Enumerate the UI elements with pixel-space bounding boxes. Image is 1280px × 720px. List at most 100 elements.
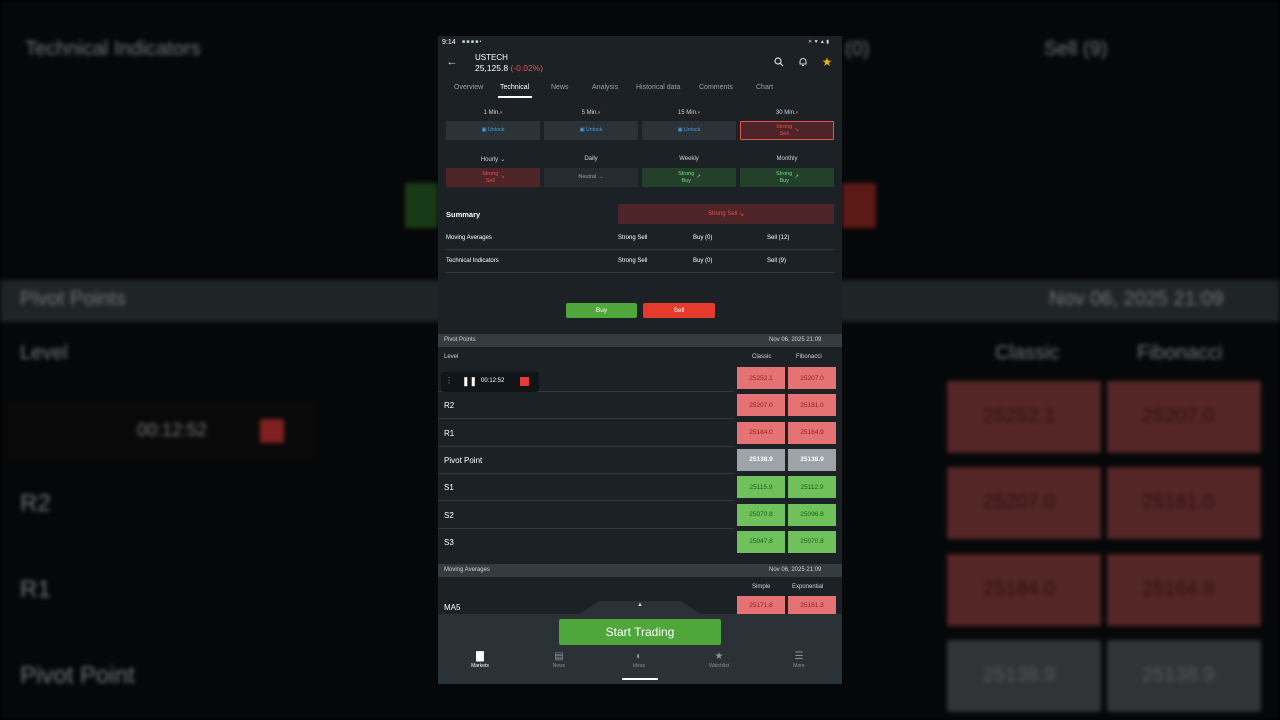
bar-chart-icon: ▇ [476, 651, 484, 662]
timeframe-signal-unlock[interactable]: ▣ Unlock [446, 121, 540, 140]
chevron-up-icon[interactable]: ▲ [637, 602, 643, 608]
add-alert-bell-icon[interactable] [796, 55, 810, 69]
ma-simple-value: 25171.8 [737, 596, 785, 614]
pivot-level-s1: S1 [444, 483, 454, 493]
bg-cell [1107, 640, 1261, 712]
timeframe-signal-text: Unlock [487, 127, 505, 134]
chevron-down-icon[interactable]: ⌄ [500, 157, 506, 163]
star-icon: ★ [714, 651, 724, 662]
pivot-level-pivot-point: Pivot Point [444, 455, 483, 465]
row-divider [438, 527, 734, 529]
timeframe-signal-unlock[interactable]: ▣ Unlock [642, 121, 736, 140]
summary-row-sell: Sell (9) [767, 258, 787, 264]
pivot-level-r2: R2 [444, 401, 455, 411]
bg-sell-count: Sell (9) [1044, 38, 1108, 60]
back-arrow-icon[interactable]: ← [446, 56, 458, 68]
summary-row-name: Moving Averages [446, 235, 492, 241]
timeframe-label[interactable]: Hourly ⌄ [446, 156, 540, 163]
bg-cell [947, 381, 1101, 453]
summary-row-signal: Strong Sell [618, 258, 648, 264]
pivot-fibonacci-value: 25181.0 [788, 394, 836, 417]
timeframe-signal-text: Strong Sell [776, 124, 793, 137]
row-divider [438, 391, 734, 392]
drag-handle-icon[interactable]: ⋮ [445, 376, 453, 385]
tab-analysis[interactable]: Analysis [592, 84, 619, 91]
row-divider [438, 418, 734, 420]
pivot-fibonacci-value: 25112.9 [788, 476, 836, 499]
pivot-fibonacci-value: 25070.8 [788, 530, 836, 553]
moving-averages-title: Moving Averages [444, 567, 490, 573]
bg-val: 25138.9 [983, 664, 1056, 686]
pro-badge-icon: ▾ [795, 110, 799, 116]
nav-watchlist[interactable]: ★ Watchlist [699, 651, 739, 669]
search-icon[interactable] [772, 55, 786, 69]
start-trading-button[interactable]: Start Trading [559, 619, 721, 645]
tab-historical-data[interactable]: Historical data [636, 84, 681, 91]
ma-col-simple: Simple [752, 584, 771, 590]
bg-val: 25207.0 [983, 491, 1056, 513]
summary-value: Strong Sell [707, 211, 738, 217]
tab-overview[interactable]: Overview [454, 84, 484, 91]
buy-button[interactable]: Buy [566, 303, 637, 318]
timeframe-label-text: Hourly [480, 157, 499, 163]
bg-cell [1107, 381, 1261, 453]
bg-pivot-date: Nov 06, 2025 21:09 [1049, 288, 1224, 310]
pivot-classic-value: 25184.0 [737, 421, 785, 444]
bg-technical-indicators: Technical Indicators [25, 38, 201, 60]
stop-icon[interactable] [520, 377, 529, 386]
timeframe-label: 1 Min.▾ [446, 110, 540, 116]
summary-label: Summary [446, 210, 481, 219]
tab-technical[interactable]: Technical [500, 84, 530, 91]
status-time: 9:14 [442, 39, 456, 46]
trend-down-icon: ↘ [794, 127, 799, 134]
timeframe-label: Weekly [642, 156, 736, 162]
row-divider [438, 500, 734, 502]
nav-label: News [552, 663, 566, 669]
pivot-points-date: Nov 06, 2025 21:09 [769, 337, 822, 343]
bg-cell [947, 554, 1101, 626]
timeframe-label-text: 15 Min. [677, 110, 698, 116]
bg-red-block [842, 183, 876, 228]
pivot-level-s3: S3 [444, 537, 454, 547]
timeframe-label-text: Monthly [776, 156, 798, 162]
tab-chart[interactable]: Chart [756, 84, 774, 91]
phone-screen: 9:14 ■ ■ ■ ■ • ✕ ▼ ▲ ▮ ← USTECH 25,125.8… [438, 36, 842, 684]
tab-comments[interactable]: Comments [699, 84, 733, 91]
summary-row-buy: Buy (0) [693, 235, 713, 241]
bg-r2: R2 [20, 490, 51, 517]
bg-val: 25184.0 [983, 578, 1056, 600]
tab-news[interactable]: News [551, 84, 569, 91]
star-icon[interactable]: ★ [821, 55, 833, 69]
timeframe-label: Monthly [740, 156, 834, 162]
summary-row-buy: Buy (0) [693, 258, 713, 264]
pivot-points-title: Pivot Points [444, 337, 476, 343]
ma-row-name: MA5 [444, 603, 461, 612]
nav-ideas[interactable]: ◐ Ideas [619, 651, 659, 669]
timeframe-label-text: 1 Min. [483, 110, 500, 116]
trend-up-icon: ↗ [794, 174, 799, 181]
lock-icon: ▣ [481, 127, 487, 134]
nav-markets[interactable]: ▇ Markets [460, 651, 500, 669]
drawer-tab[interactable] [578, 601, 702, 615]
bg-stop [260, 419, 284, 443]
bg-level: Level [20, 342, 68, 364]
nav-more[interactable]: ☰ More [779, 651, 819, 669]
bg-val: 25207.0 [1142, 405, 1215, 427]
timeframe-signal-buy: Strong Buy ↗ [740, 168, 834, 187]
active-tab-underline [498, 96, 532, 98]
timeframe-signal-unlock[interactable]: ▣ Unlock [544, 121, 638, 140]
summary-row-sell: Sell (12) [767, 235, 790, 241]
pivot-classic-value: 25252.1 [737, 367, 785, 389]
timeframe-signal-text: Unlock [585, 127, 603, 134]
timeframe-signal-sell: Strong Sell ↘ [446, 168, 540, 187]
status-bar: 9:14 ■ ■ ■ ■ • ✕ ▼ ▲ ▮ [438, 36, 842, 50]
pivot-classic-value: 25138.9 [737, 448, 785, 471]
pivot-classic-value: 25070.8 [737, 503, 785, 526]
nav-news[interactable]: ▤ News [539, 651, 579, 669]
pivot-level-s2: S2 [444, 510, 454, 520]
pause-icon[interactable]: ❚❚ [462, 376, 478, 386]
timeframe-signal-sell: Strong Sell ↘ [740, 121, 834, 140]
instrument-price-line: 25,125.8 (-0.02%) [475, 63, 543, 73]
sell-button[interactable]: Sell [643, 303, 715, 318]
pivot-col-level: Level [444, 354, 459, 360]
